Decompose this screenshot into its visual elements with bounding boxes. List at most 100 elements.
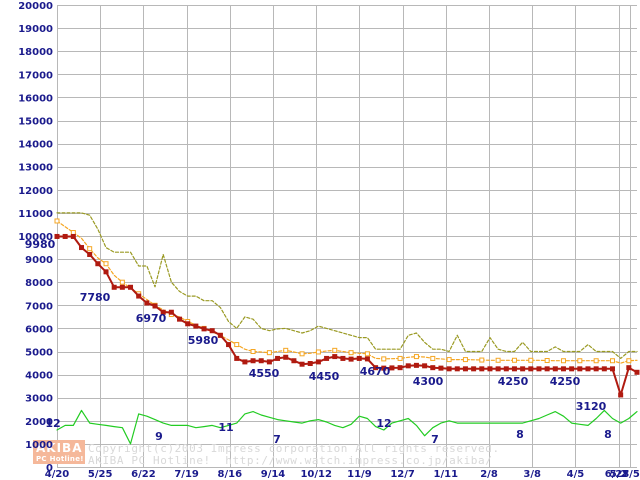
data-point-marker xyxy=(95,261,101,267)
data-point-marker xyxy=(397,365,403,371)
data-point-marker xyxy=(332,347,338,353)
data-point-marker xyxy=(70,233,76,239)
data-point-marker xyxy=(495,357,501,363)
price-point-label: 4250 xyxy=(550,375,581,388)
x-axis-tick-label: 7/5 xyxy=(622,469,640,480)
data-point-marker xyxy=(373,365,379,371)
y-axis-tick-label: 16000 xyxy=(18,93,53,104)
data-point-marker xyxy=(609,358,615,364)
data-point-marker xyxy=(626,365,632,371)
data-point-marker xyxy=(103,261,109,267)
price-point-label: 5980 xyxy=(188,334,219,347)
y-axis-tick-label: 5000 xyxy=(25,348,53,359)
data-point-marker xyxy=(87,246,93,252)
x-axis-ticks: 4/20 5/25 6/22 7/19 8/16 9/14 10/12 11/9 12/7 1/1… xyxy=(45,469,640,480)
data-point-marker xyxy=(593,358,599,364)
data-point-marker xyxy=(332,354,338,360)
data-point-marker xyxy=(119,279,125,285)
x-axis-tick-label: 5/25 xyxy=(88,469,113,480)
akiba-logo-box xyxy=(33,440,85,464)
shop-count-label: 11 xyxy=(218,421,233,434)
shop-count-label: 12 xyxy=(45,417,60,430)
data-point-marker xyxy=(266,350,272,356)
data-point-marker xyxy=(291,358,297,364)
data-point-marker xyxy=(585,366,591,372)
data-point-marker xyxy=(634,369,640,375)
data-point-marker xyxy=(324,355,330,361)
y-axis-tick-label: 6000 xyxy=(25,324,53,335)
data-point-marker xyxy=(201,326,207,332)
data-point-marker xyxy=(348,356,354,362)
data-point-marker xyxy=(283,354,289,360)
grid-lines xyxy=(57,5,637,468)
data-point-marker xyxy=(479,366,485,372)
data-point-marker xyxy=(438,365,444,371)
data-point-marker xyxy=(487,366,493,372)
data-point-marker xyxy=(413,362,419,368)
series-line-shop-count xyxy=(56,409,638,445)
data-point-marker xyxy=(119,284,125,290)
price-point-label: 3120 xyxy=(576,400,607,413)
data-point-marker xyxy=(552,366,558,372)
y-axis-tick-label: 9000 xyxy=(25,255,53,266)
data-point-marker xyxy=(87,251,93,257)
data-point-marker xyxy=(54,218,60,224)
data-point-marker xyxy=(577,366,583,372)
y-axis-tick-label: 10000 xyxy=(18,232,53,243)
data-point-marker xyxy=(168,309,174,315)
data-point-marker xyxy=(315,349,321,355)
data-point-marker xyxy=(144,300,150,306)
data-point-marker xyxy=(397,355,403,361)
data-point-marker xyxy=(160,309,166,315)
data-point-marker xyxy=(381,356,387,362)
data-point-marker xyxy=(560,358,566,364)
data-point-marker xyxy=(79,245,85,251)
x-axis-tick-label: 6/22 xyxy=(131,469,156,480)
data-point-marker xyxy=(128,284,134,290)
data-point-marker xyxy=(601,366,607,372)
data-point-marker xyxy=(544,358,550,364)
y-axis-tick-label: 14000 xyxy=(18,140,53,151)
data-point-marker xyxy=(250,358,256,364)
data-point-marker xyxy=(234,355,240,361)
data-point-marker xyxy=(462,357,468,363)
series-line-highest-price xyxy=(56,212,638,359)
data-point-marker xyxy=(544,366,550,372)
shop-count-label: 12 xyxy=(376,417,391,430)
data-point-marker xyxy=(209,328,215,334)
data-point-marker xyxy=(70,230,76,236)
y-axis-tick-label: 20000 xyxy=(18,1,53,12)
x-axis-tick-label: 7/19 xyxy=(174,469,199,480)
data-point-marker xyxy=(152,303,158,309)
data-point-marker xyxy=(258,358,264,364)
price-point-label: 4550 xyxy=(249,367,280,380)
data-point-marker xyxy=(520,366,526,372)
x-axis-tick-label: 8/16 xyxy=(218,469,243,480)
data-point-marker xyxy=(217,332,223,338)
data-point-marker xyxy=(234,342,240,348)
shop-count-label: 9 xyxy=(155,430,163,443)
y-axis-tick-label: 15000 xyxy=(18,117,53,128)
price-point-label: 9980 xyxy=(25,238,56,251)
y-axis-tick-label: 2000 xyxy=(25,417,53,428)
data-point-marker xyxy=(446,357,452,363)
data-point-marker xyxy=(299,361,305,367)
data-point-marker xyxy=(479,357,485,363)
data-point-marker xyxy=(609,366,615,372)
y-axis-tick-label: 11000 xyxy=(18,209,53,220)
price-point-label: 7780 xyxy=(80,291,111,304)
x-axis-tick-label: 12/7 xyxy=(390,469,415,480)
data-point-marker xyxy=(103,269,109,275)
price-point-label: 6970 xyxy=(136,312,167,325)
data-point-marker xyxy=(177,316,183,322)
data-point-marker xyxy=(193,323,199,329)
data-point-marker xyxy=(364,351,370,357)
data-point-marker xyxy=(389,365,395,371)
data-point-marker xyxy=(446,366,452,372)
watermark-url: AKIBA PC Hotline! http://www.watch.impre… xyxy=(88,454,492,467)
y-axis-tick-label: 8000 xyxy=(25,278,53,289)
y-axis-tick-label: 17000 xyxy=(18,70,53,81)
watermark-copyright: Copyright(c)2003 Impress corporation All… xyxy=(88,442,500,455)
